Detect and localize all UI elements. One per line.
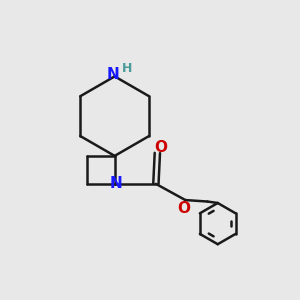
Text: N: N (107, 68, 120, 82)
Text: O: O (177, 201, 190, 216)
Text: O: O (154, 140, 167, 154)
Text: N: N (110, 176, 122, 191)
Text: H: H (122, 61, 132, 75)
